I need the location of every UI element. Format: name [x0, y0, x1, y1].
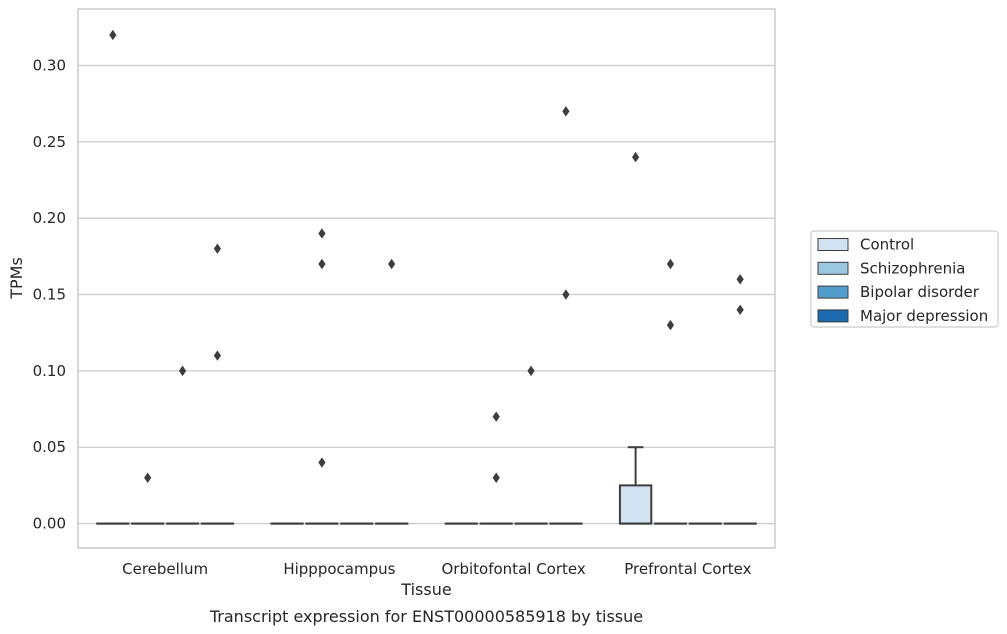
outlier-point — [492, 472, 500, 483]
box-control — [96, 29, 130, 525]
box-bipolar-disorder — [165, 365, 200, 525]
y-tick-label: 0.25 — [33, 133, 66, 151]
box-schizophrenia — [305, 228, 339, 525]
legend: Control Schizophrenia Bipolar disorder Majo… — [810, 230, 999, 328]
legend-label: Control — [860, 236, 914, 254]
box-major-depression — [549, 106, 583, 525]
chart-caption: Transcript expression for ENST0000058591… — [209, 607, 643, 626]
legend-swatch — [817, 238, 849, 251]
outlier-point — [318, 228, 326, 239]
y-tick-label: 0.20 — [33, 209, 66, 227]
outlier-point — [178, 365, 187, 377]
y-tick-label: 0.30 — [33, 56, 66, 74]
legend-swatch — [817, 309, 849, 323]
outlier-point — [527, 365, 535, 377]
box-schizophrenia — [479, 411, 513, 525]
y-gridlines — [78, 64, 775, 525]
outlier-point — [666, 258, 675, 270]
legend-label: Major depression — [860, 307, 988, 325]
y-tick-label: 0.05 — [33, 438, 66, 456]
outlier-point — [388, 258, 396, 270]
box-control — [618, 151, 653, 525]
outlier-point — [318, 457, 326, 468]
x-axis-title: Tissue — [400, 580, 451, 599]
outlier-point — [736, 274, 744, 285]
box-iqr — [618, 484, 653, 525]
legend-frame — [810, 230, 999, 328]
outlier-point — [666, 319, 675, 331]
y-tick-label: 0.15 — [33, 286, 66, 304]
box-schizophrenia — [131, 472, 165, 525]
box-major-depression — [723, 274, 757, 525]
legend-label: Bipolar disorder — [860, 283, 980, 301]
legend-label: Schizophrenia — [860, 259, 965, 277]
plot-marks — [96, 29, 757, 525]
legend-swatch — [817, 261, 849, 275]
outlier-point — [144, 472, 152, 483]
legend-swatch — [817, 285, 849, 299]
outlier-point — [632, 151, 640, 163]
outlier-point — [318, 258, 326, 270]
outlier-point — [213, 350, 221, 361]
box-bipolar-disorder — [514, 365, 548, 525]
outlier-point — [492, 411, 500, 422]
outlier-point — [109, 29, 117, 41]
box-major-depression — [374, 258, 409, 525]
outlier-point — [562, 289, 570, 300]
outlier-point — [213, 243, 221, 254]
outlier-point — [736, 304, 744, 316]
y-axis-ticks: 0.00 0.05 0.10 0.15 0.20 0.25 0.30 — [33, 56, 66, 532]
x-tick-label: Orbitofontal Cortex — [442, 560, 586, 578]
y-tick-label: 0.10 — [33, 362, 66, 380]
y-axis-title: TPMs — [7, 257, 26, 300]
y-tick-label: 0.00 — [33, 515, 66, 533]
box-schizophrenia — [653, 258, 688, 525]
x-tick-label: Prefrontal Cortex — [624, 560, 751, 578]
x-tick-label: Hipppocampus — [283, 560, 395, 578]
outlier-point — [562, 106, 570, 117]
x-tick-label: Cerebellum — [122, 560, 208, 578]
plot-frame — [77, 8, 776, 549]
box-major-depression — [200, 243, 235, 525]
x-axis-ticks: Cerebellum Hipppocampus Orbitofontal Corte… — [122, 560, 751, 578]
